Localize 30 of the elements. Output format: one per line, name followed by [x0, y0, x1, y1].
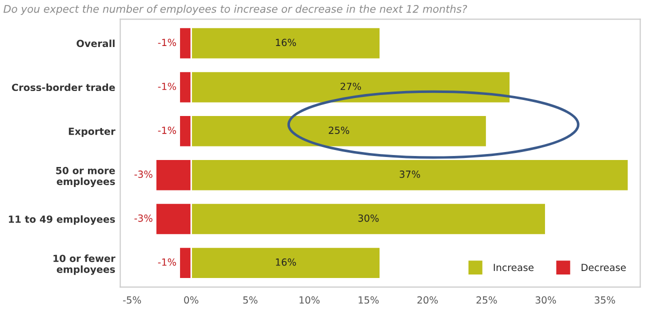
x-tick-label: 25% [476, 296, 497, 304]
y-tick-label: Exporter [68, 128, 116, 137]
chart-title: Do you expect the number of employees to increase or decrease in the next 12 months? [4, 4, 468, 15]
data-label: 16% [276, 258, 296, 266]
data-label: -3% [134, 170, 152, 178]
x-tick-label: 30% [536, 296, 556, 304]
x-tick-label: 35% [594, 296, 616, 304]
data-label: -3% [134, 214, 152, 222]
data-label: -1% [158, 38, 176, 46]
y-tick-label: 50 or more employees [56, 166, 115, 188]
legend-label: Increase [494, 264, 534, 272]
y-tick-label: 10 or fewer employees [54, 254, 116, 275]
data-label: -1% [158, 82, 176, 90]
legend-label: Decrease [582, 264, 626, 272]
data-label: 30% [358, 214, 379, 222]
x-tick-label: 20% [417, 296, 438, 304]
y-tick-label: Cross-border trade [12, 84, 115, 92]
data-label: 37% [400, 170, 420, 178]
x-tick-label: 15% [358, 296, 379, 304]
data-label: 16% [276, 38, 296, 46]
data-label: 25% [328, 126, 350, 134]
x-tick-label: -5% [123, 296, 141, 304]
data-label: -1% [158, 126, 176, 134]
y-tick-label: Overall [76, 40, 115, 48]
x-tick-label: 10% [300, 296, 320, 304]
x-tick-label: 5% [243, 296, 258, 304]
data-label: 27% [340, 82, 361, 90]
x-tick-label: 0% [184, 296, 198, 304]
data-label: -1% [158, 258, 176, 266]
y-tick-label: 11 to 49 employees [8, 215, 115, 225]
